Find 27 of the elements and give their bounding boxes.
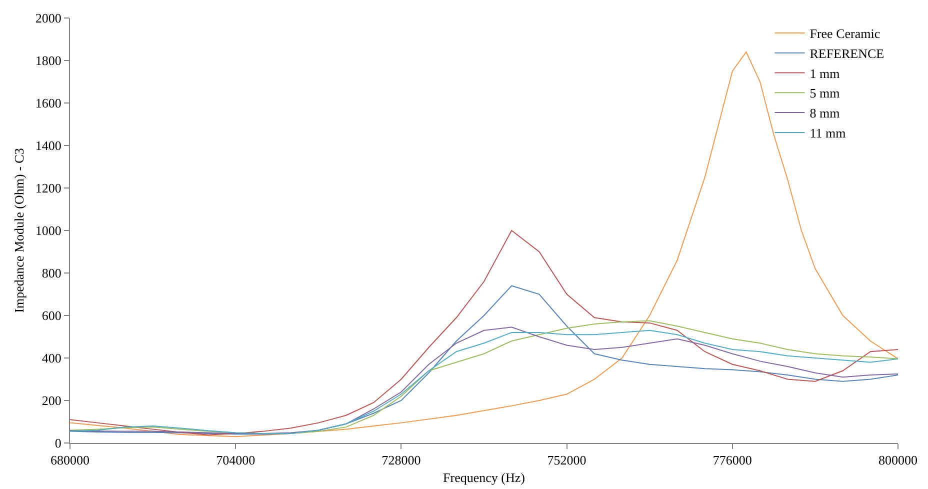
y-tick-label: 1200: [35, 180, 62, 196]
x-tick-label: 704000: [216, 452, 256, 468]
y-tick-label: 1000: [35, 223, 62, 238]
y-axis-title: Impedance Module (Ohm) - C3: [11, 148, 26, 313]
y-tick-label: 1600: [35, 96, 62, 111]
y-tick-label: 2000: [35, 10, 62, 26]
y-tick-label: 0: [54, 436, 62, 451]
y-tick-label: 1800: [35, 53, 62, 68]
y-tick-label: 1400: [35, 138, 62, 154]
legend-label: 1 mm: [810, 66, 840, 81]
x-tick-label: 752000: [547, 452, 586, 468]
y-tick-label: 200: [42, 393, 62, 408]
x-tick-label: 680000: [50, 452, 90, 468]
x-tick-label: 800000: [878, 452, 918, 468]
legend-label: REFERENCE: [810, 46, 884, 61]
line-series: [70, 230, 898, 436]
legend-label: 11 mm: [810, 126, 846, 141]
x-tick-label: 776000: [712, 452, 752, 468]
y-tick-label: 800: [42, 266, 62, 281]
x-axis-title: Frequency (Hz): [443, 470, 525, 486]
legend-label: 5 mm: [810, 86, 840, 101]
legend-label: 8 mm: [810, 106, 840, 121]
y-tick-label: 400: [42, 350, 62, 366]
x-tick-label: 728000: [382, 452, 421, 468]
legend-label: Free Ceramic: [810, 26, 880, 42]
line-series: [70, 285, 898, 435]
y-tick-label: 600: [42, 308, 62, 324]
